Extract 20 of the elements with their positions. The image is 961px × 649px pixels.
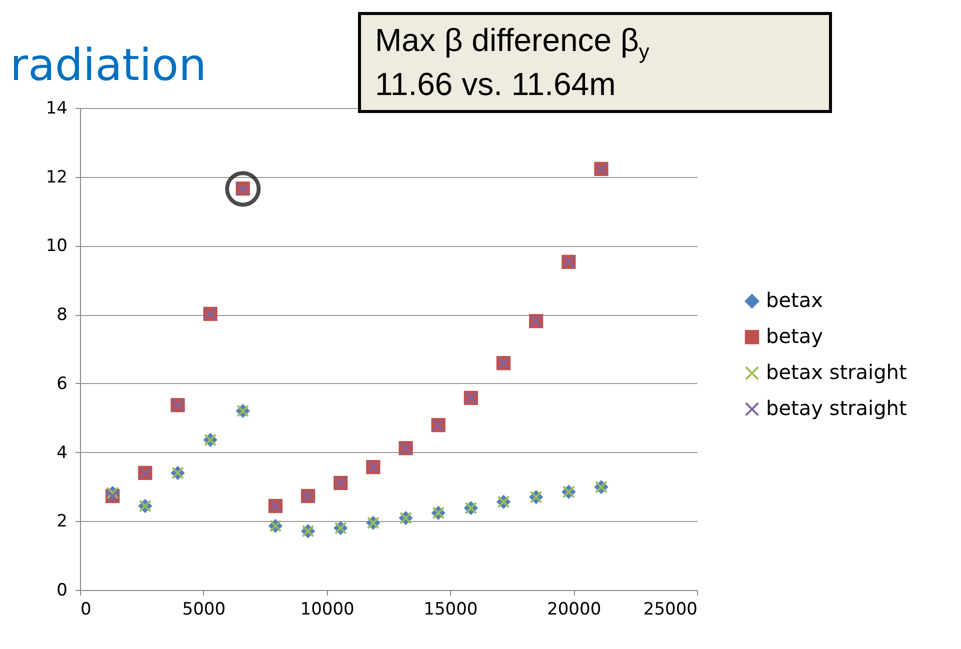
y-tick-label: 10 (46, 236, 68, 256)
note-box: Max β difference β$_{y}$ 11.66 vs. 11.64m (358, 12, 832, 113)
x-tick-label: 5000 (182, 600, 226, 620)
y-tick-label: 6 (56, 374, 68, 394)
y-tick-label: 12 (46, 167, 68, 188)
legend-label: betay (766, 324, 824, 348)
x-tick-label: 15000 (424, 600, 478, 620)
legend-label: betax (766, 288, 824, 312)
legend-label: betax straight (766, 360, 907, 384)
chart-title: radiation (10, 40, 206, 91)
y-tick-label: 14 (46, 98, 68, 118)
y-tick-label: 2 (56, 512, 68, 532)
x-tick-label: 20000 (547, 600, 602, 620)
y-tick-label: 4 (56, 442, 68, 463)
y-tick-label: 0 (56, 580, 68, 600)
x-tick-label: 25000 (643, 600, 698, 620)
x-tick-label: 0 (80, 600, 92, 620)
x-tick-label: 10000 (300, 600, 354, 620)
legend-label: betay straight (766, 396, 907, 420)
y-tick-label: 8 (56, 305, 68, 326)
